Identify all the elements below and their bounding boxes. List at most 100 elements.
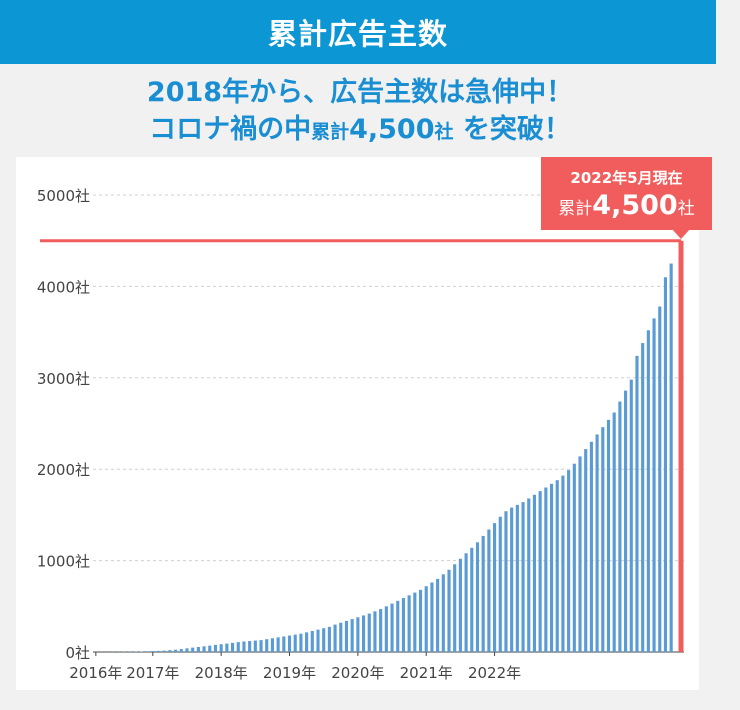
bar (504, 511, 508, 652)
bar (379, 609, 383, 652)
bar (635, 355, 639, 652)
x-tick-label: 2021年 (400, 664, 453, 682)
bar (521, 502, 525, 652)
bar (663, 277, 668, 652)
bar (270, 638, 274, 652)
bar (418, 589, 423, 652)
y-tick-label: 4000社 (37, 278, 90, 296)
bar (606, 419, 611, 652)
bar (174, 649, 178, 652)
bar (515, 504, 519, 652)
bar (361, 615, 366, 652)
bar (641, 343, 645, 652)
bar (658, 306, 662, 652)
header-title: 累計広告主数 (267, 17, 448, 51)
headline-count: 4,500 (349, 114, 435, 145)
bar (265, 639, 269, 652)
bar (447, 569, 451, 652)
bar (316, 629, 320, 652)
y-tick-label: 2000社 (37, 461, 90, 479)
callout-suffix: 社 (677, 199, 695, 219)
bar (168, 650, 172, 652)
bar (242, 641, 246, 652)
bar (373, 611, 377, 652)
bar (584, 449, 588, 652)
bar (589, 441, 593, 652)
bar (225, 643, 229, 652)
callout-prefix: 累計 (558, 199, 593, 219)
bar (464, 553, 468, 652)
bar (179, 649, 183, 652)
callout-pointer (672, 229, 690, 239)
bar (498, 516, 502, 652)
bar (544, 487, 548, 652)
bar (612, 412, 616, 652)
bar (555, 480, 559, 652)
callout-box: 2022年5月現在 累計4,500社 (541, 157, 712, 230)
bar (282, 636, 286, 652)
bar (287, 635, 292, 652)
bar (561, 475, 565, 652)
bar (669, 263, 673, 652)
bar (441, 574, 445, 652)
bar (208, 645, 212, 652)
bar (145, 651, 149, 652)
bar (652, 318, 656, 652)
bar (156, 650, 161, 652)
headline-text-a: コロナ禍の中 (149, 114, 312, 145)
bar (532, 494, 537, 652)
callout-date: 2022年5月現在 (570, 169, 683, 187)
bar (572, 463, 576, 652)
bar (276, 637, 280, 652)
bar (191, 647, 195, 652)
bar (396, 600, 400, 652)
bar (344, 620, 349, 652)
bar (333, 624, 337, 652)
headline-line-1: 2018年から、広告主数は急伸中！ (146, 77, 574, 108)
bar (390, 603, 394, 652)
callout-total: 累計4,500社 (541, 190, 712, 221)
page-header: 累計広告主数 (0, 0, 716, 64)
bar (230, 642, 235, 652)
bar (151, 651, 155, 652)
bar (248, 641, 252, 652)
bar (356, 617, 360, 652)
x-tick-label: 2018年 (195, 664, 248, 682)
bar (401, 598, 406, 652)
bar (510, 507, 514, 652)
x-tick-label: 2020年 (331, 664, 384, 682)
bar (196, 646, 200, 652)
headline: 2018年から、広告主数は急伸中！ コロナ禍の中累計4,500社 を突破！ (60, 74, 660, 151)
bar (299, 633, 303, 652)
bar (305, 632, 309, 652)
bar (481, 535, 485, 652)
bar (253, 640, 257, 652)
bar (549, 483, 554, 652)
bar (646, 330, 650, 652)
headline-unit: 社 (434, 121, 454, 143)
bar (219, 644, 223, 652)
bar (601, 427, 605, 652)
bar (310, 630, 314, 652)
bar (424, 586, 428, 652)
bar (293, 634, 297, 652)
bar (430, 582, 434, 652)
bar (624, 390, 628, 652)
bar (578, 456, 582, 652)
bar (487, 529, 491, 652)
y-tick-label: 0社 (65, 644, 90, 662)
bar (453, 564, 457, 652)
bar (327, 626, 331, 652)
bar (350, 619, 354, 652)
headline-cumulative: 累計 (311, 121, 350, 143)
headline-text-e: を突破！ (453, 114, 571, 145)
bar (413, 592, 417, 652)
bar (436, 578, 440, 652)
x-tick-label: 2019年 (263, 664, 316, 682)
bar (538, 491, 542, 652)
x-tick-label: 2022年 (468, 664, 521, 682)
x-tick-label: 2016年 (69, 664, 122, 682)
bar (595, 434, 599, 652)
bar (236, 642, 240, 652)
